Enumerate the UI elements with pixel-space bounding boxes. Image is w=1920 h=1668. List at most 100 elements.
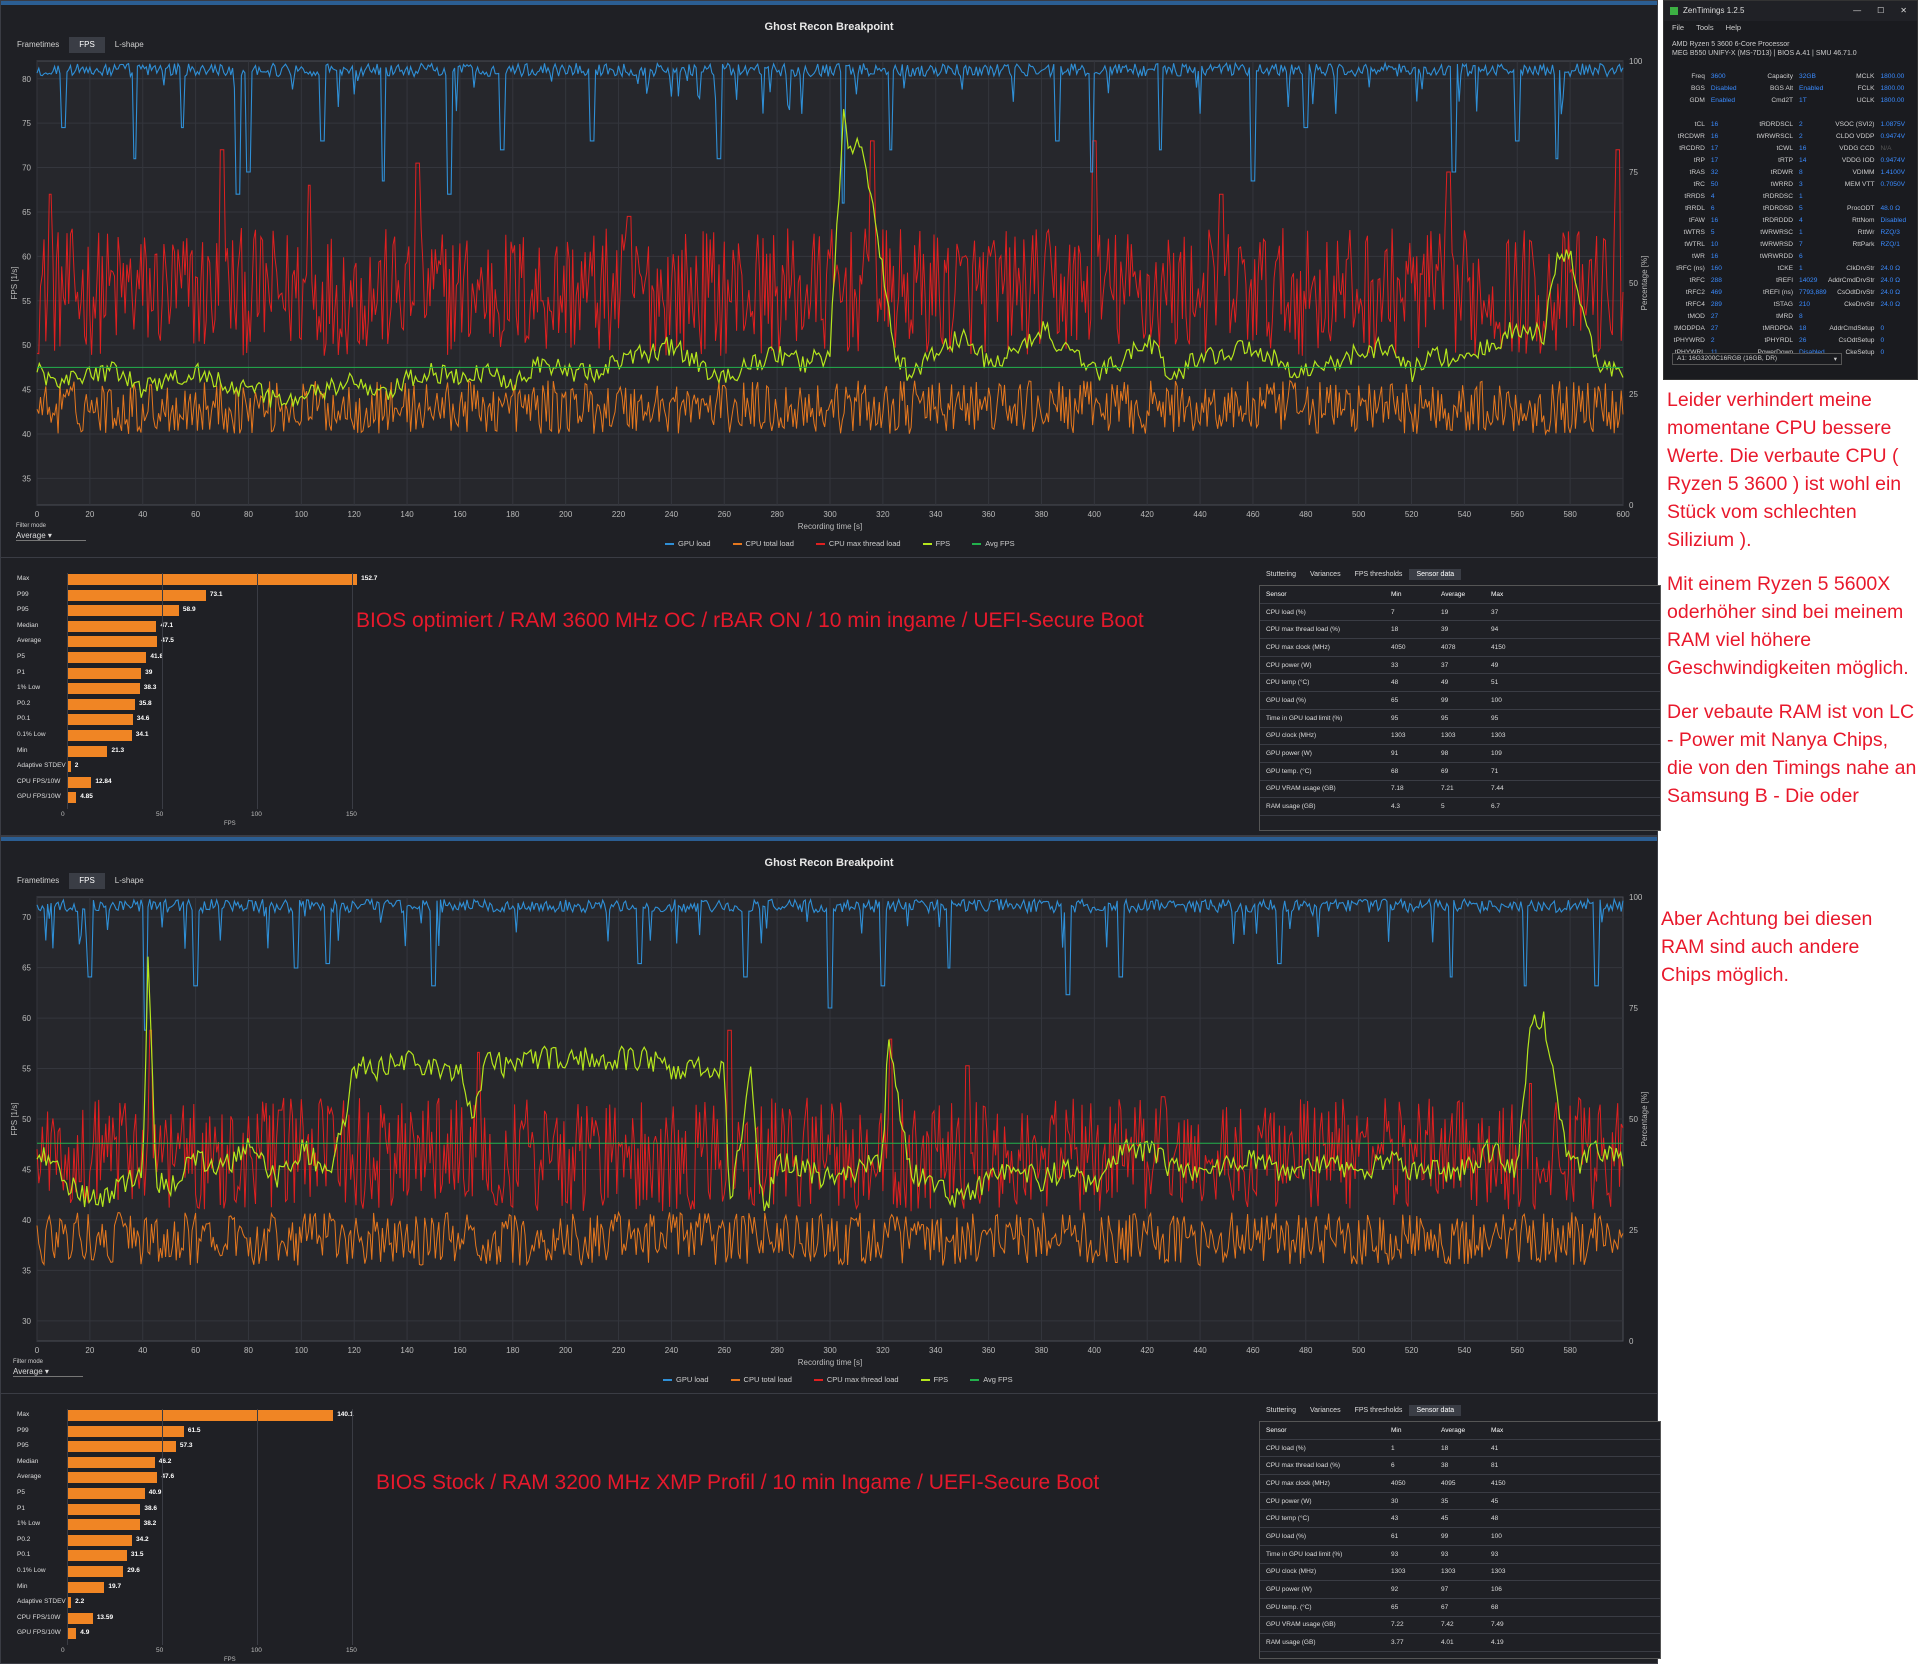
filter-mode-select[interactable]: Average ▾ (16, 531, 86, 541)
menu-help[interactable]: Help (1725, 23, 1742, 32)
y-tick-label: 30 (22, 1317, 31, 1326)
timing-key: tRCDRD (1679, 145, 1705, 152)
filter-mode-select[interactable]: Average ▾ (13, 1367, 83, 1377)
timing-key: tMOD (1687, 313, 1705, 320)
stat-value: 12.84 (95, 777, 112, 785)
tab-l-shape[interactable]: L-shape (114, 40, 144, 49)
tab-stuttering[interactable]: Stuttering (1266, 1407, 1296, 1414)
stat-row: Average 47.5 (9, 635, 449, 648)
timing-key: CsOdtSetup (1838, 337, 1875, 344)
bar-grid-line (67, 1409, 68, 1645)
sensor-table-row: CPU power (W) 30 35 45 (1260, 1493, 1660, 1511)
timing-value: 32 (1710, 169, 1719, 176)
sensor-cell: CPU temp (°C) (1266, 1515, 1310, 1523)
tab-sensor-data[interactable]: Sensor data (1409, 569, 1462, 580)
stat-bar (67, 636, 158, 648)
y-tick-label: 70 (22, 164, 31, 173)
timing-key: tPHYWRD (1673, 337, 1705, 344)
timing-key: ClkDrvStr (1846, 265, 1875, 272)
tab-frametimes[interactable]: Frametimes (17, 876, 60, 885)
timing-value: 24.0 Ω (1880, 301, 1901, 308)
x-tick-label: 540 (1458, 1346, 1472, 1355)
timing-row: tWTRS 5 tWRWRSC 1 RttWr RZQ/3 (1668, 227, 1914, 239)
timing-key: VSOC (SVI2) (1835, 121, 1875, 128)
menu-file[interactable]: File (1672, 23, 1685, 32)
series-cpu-total-load (36, 1210, 1624, 1267)
tab-fps[interactable]: FPS (69, 873, 105, 889)
sensor-cell: 4078 (1441, 643, 1456, 651)
timing-value: 16 (1799, 145, 1807, 152)
sensor-cell: 49 (1491, 661, 1499, 669)
stat-value: 34.1 (135, 731, 149, 738)
timing-key (1828, 251, 1875, 263)
x-tick-label: 580 (1563, 510, 1577, 519)
x-tick-label: 280 (770, 510, 784, 519)
sensor-table-row: CPU power (W) 33 37 49 (1260, 657, 1660, 675)
x-tick-label: 400 (1088, 510, 1102, 519)
chart-title: Ghost Recon Breakpoint (764, 857, 894, 869)
sensor-cell: GPU clock (MHz) (1266, 1568, 1317, 1576)
menu-tools[interactable]: Tools (1696, 23, 1714, 32)
timing-key: tPHYRDL (1764, 337, 1794, 344)
sensor-cell: Time in GPU load limit (%) (1266, 1550, 1343, 1558)
sensor-cell: 71 (1491, 767, 1499, 775)
tab-fps-thresholds[interactable]: FPS thresholds (1354, 1407, 1403, 1414)
sensor-cell: 48 (1491, 1515, 1499, 1523)
stat-row: Adaptive STDEV 2.2 (9, 1596, 449, 1609)
stat-value: 13.59 (96, 1613, 114, 1621)
close-icon[interactable]: ✕ (1900, 6, 1907, 15)
stat-label: Max (17, 1411, 30, 1418)
sensor-cell: 1303 (1441, 732, 1456, 740)
dimm-select[interactable]: A1: 16G3200C16RGB (16GB, DR) ▾ (1672, 353, 1842, 365)
sensor-header-cell: Average (1441, 1426, 1466, 1434)
y2-tick-label: 75 (1629, 168, 1638, 177)
stat-bar (67, 574, 358, 585)
x-tick-label: 40 (138, 1346, 147, 1355)
minimize-icon[interactable]: — (1853, 6, 1862, 15)
stat-value: 2 (74, 762, 79, 770)
timing-value: 4 (1710, 193, 1715, 200)
x-tick-label: 180 (506, 510, 520, 519)
timing-key: tRDRDSC (1762, 193, 1794, 200)
tab-fps-thresholds[interactable]: FPS thresholds (1354, 571, 1403, 578)
x-tick-label: 300 (823, 510, 837, 519)
timing-key: FCLK (1857, 85, 1875, 92)
sensor-header-cell: Max (1491, 590, 1504, 598)
timing-row: tWTRL 10 tWRWRSD 7 RttPark RZQ/1 (1668, 239, 1914, 251)
y-tick-label: 65 (22, 964, 31, 973)
filter-mode: Filter mode Average ▾ (13, 1359, 83, 1377)
chevron-down-icon: ▾ (1833, 356, 1837, 363)
timing-key: CsOdtDrvStr (1837, 289, 1875, 296)
tab-l-shape[interactable]: L-shape (114, 876, 144, 885)
stat-label: 0.1% Low (17, 1567, 46, 1574)
timing-key: PowerDown (1757, 349, 1794, 356)
timing-value: Disabled (1710, 85, 1737, 92)
x-tick-label: 480 (1299, 1346, 1313, 1355)
stat-row: Median 46.2 (9, 1456, 449, 1469)
tab-variances[interactable]: Variances (1309, 1407, 1341, 1414)
stat-value: 2.2 (75, 1598, 85, 1606)
timing-row: tMOD 27 tMRD 8 (1668, 311, 1914, 323)
y-tick-label: 75 (22, 119, 31, 128)
timing-key: CkeSetup (1845, 349, 1875, 356)
stat-value: 41.8 (150, 653, 164, 660)
tab-sensor-data[interactable]: Sensor data (1409, 1405, 1462, 1416)
stat-bar (67, 667, 142, 679)
stat-value: 21.3 (111, 746, 125, 754)
sensor-cell: 18 (1391, 626, 1399, 634)
sensor-cell: 30 (1391, 1497, 1399, 1505)
sensor-header-cell: Max (1491, 1426, 1504, 1434)
tab-fps[interactable]: FPS (69, 37, 105, 53)
sensor-cell: 95 (1441, 714, 1449, 722)
timing-key: tRDRDSCL (1759, 121, 1794, 128)
maximize-icon[interactable]: ☐ (1877, 6, 1885, 15)
tab-variances[interactable]: Variances (1309, 571, 1341, 578)
timing-key: tWTRL (1684, 241, 1705, 248)
stat-row: P95 58.9 (9, 604, 449, 617)
timing-key: tMRDPDA (1762, 325, 1794, 332)
timing-key: RttPark (1852, 241, 1875, 248)
sensor-cell: 1303 (1441, 1568, 1456, 1576)
tab-frametimes[interactable]: Frametimes (17, 40, 60, 49)
tab-stuttering[interactable]: Stuttering (1266, 571, 1296, 578)
sensor-cell: 41 (1491, 1444, 1499, 1452)
